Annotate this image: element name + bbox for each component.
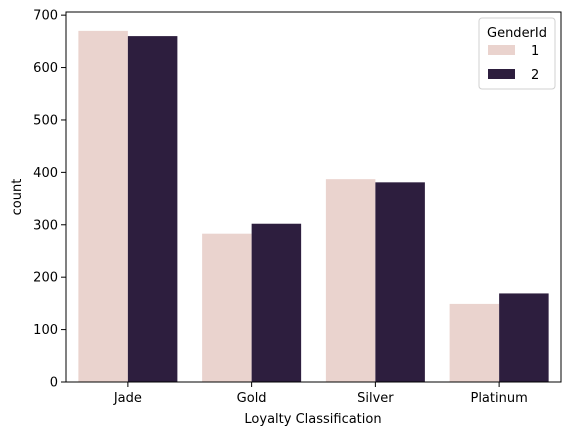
bars-layer bbox=[78, 30, 549, 383]
bar-jade-gender-1 bbox=[78, 30, 128, 383]
y-tick-label-600: 600 bbox=[33, 61, 58, 76]
plot-frame bbox=[65, 11, 562, 383]
bar-silver-gender-2 bbox=[375, 182, 425, 382]
y-tick-label-0: 0 bbox=[50, 376, 58, 391]
bar-jade-gender-2 bbox=[127, 36, 178, 383]
x-axis-label: Loyalty Classification bbox=[244, 412, 381, 427]
y-tick-label-500: 500 bbox=[33, 113, 58, 128]
bar-platinum-gender-1 bbox=[449, 303, 500, 382]
y-tick-label-100: 100 bbox=[33, 323, 58, 338]
y-axis: 0 100 200 300 400 500 600 700 bbox=[33, 9, 66, 391]
y-axis-label: count bbox=[10, 179, 25, 216]
x-tick-label-silver: Silver bbox=[357, 391, 394, 406]
bar-gold-gender-1 bbox=[202, 233, 252, 382]
legend-label-2: 2 bbox=[531, 68, 539, 83]
y-tick-label-300: 300 bbox=[33, 218, 58, 233]
y-tick-label-200: 200 bbox=[33, 271, 58, 286]
y-tick-label-700: 700 bbox=[33, 9, 58, 24]
bar-silver-gender-1 bbox=[325, 179, 376, 382]
y-tick-label-400: 400 bbox=[33, 166, 58, 181]
legend-swatch-1 bbox=[488, 45, 515, 55]
bar-gold-gender-2 bbox=[251, 223, 302, 382]
legend: GenderId 1 2 bbox=[478, 17, 556, 90]
x-tick-label-gold: Gold bbox=[237, 391, 267, 406]
x-tick-label-jade: Jade bbox=[113, 391, 142, 406]
x-axis: Jade Gold Silver Platinum bbox=[113, 382, 528, 406]
legend-swatch-2 bbox=[488, 69, 515, 79]
bar-platinum-gender-2 bbox=[499, 293, 549, 382]
legend-title: GenderId bbox=[487, 26, 547, 41]
x-tick-label-platinum: Platinum bbox=[470, 391, 527, 406]
legend-label-1: 1 bbox=[531, 44, 539, 59]
